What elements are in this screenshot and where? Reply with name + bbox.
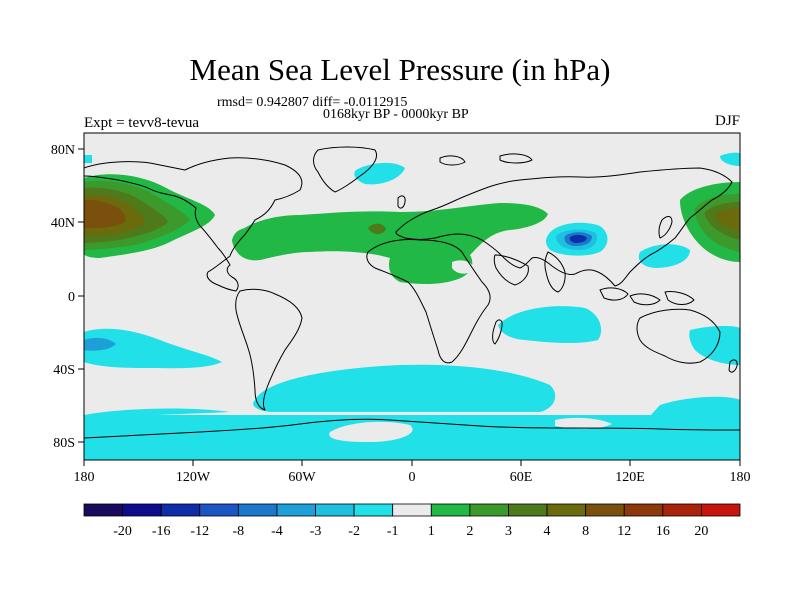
south-pacific-negative-anomaly	[84, 328, 222, 369]
colorbar-swatch	[122, 503, 162, 517]
season-label: DJF	[714, 113, 740, 129]
colorbar-label: 1	[428, 524, 435, 539]
colorbar-swatch	[276, 503, 316, 517]
colorbar-label: 12	[617, 524, 631, 539]
lat-label-0: 0	[68, 290, 75, 305]
arctic-negative-anomaly-3	[84, 155, 92, 163]
arctic-negative-anomaly-2	[720, 152, 740, 166]
colorbar-swatch	[623, 503, 664, 517]
north-pacific-positive-anomaly-west	[84, 174, 215, 258]
west-pacific-negative-anomaly	[638, 244, 690, 268]
colorbar-swatch	[585, 503, 625, 517]
tibet-negative-anomaly	[545, 222, 608, 256]
colorbar-swatch	[315, 503, 355, 517]
lon-label-180e: 180	[730, 470, 751, 485]
colorbar-label: -2	[348, 524, 360, 539]
colorbar-label: -20	[113, 524, 132, 539]
lon-label-120e: 120E	[615, 470, 645, 485]
colorbar-swatch	[469, 503, 509, 517]
colorbar-swatch	[237, 503, 278, 517]
colorbar-swatch	[430, 503, 471, 517]
colorbar-label: -8	[233, 524, 245, 539]
experiment-label: Expt = tevv8-tevua	[84, 115, 200, 131]
north-pacific-positive-anomaly-east	[680, 182, 740, 262]
colorbar-label: -1	[387, 524, 399, 539]
colorbar-label: 8	[582, 524, 589, 539]
lon-label-0: 0	[409, 470, 416, 485]
longitude-axis: 180 120W 60W 0 60E 120E 180	[74, 460, 751, 485]
map-panel	[84, 133, 740, 460]
coastlines	[84, 146, 740, 439]
lon-label-120w: 120W	[176, 470, 211, 485]
lat-label-40s: 40S	[53, 363, 75, 378]
colorbar-swatch	[199, 503, 239, 517]
colorbar-label: 3	[505, 524, 512, 539]
lon-label-180w: 180	[74, 470, 95, 485]
australia-south-negative-anomaly	[689, 325, 740, 365]
colorbar-swatch	[83, 503, 123, 517]
indian-ocean-negative-anomaly	[498, 306, 602, 344]
lat-label-80s: 80S	[53, 436, 75, 451]
map-title: Mean Sea Level Pressure (in hPa)	[189, 52, 611, 87]
period-text: 0168kyr BP - 0000kyr BP	[323, 107, 469, 122]
colorbar-swatch	[160, 503, 201, 517]
colorbar: -20 -16 -12 -8 -4 -3 -2 -1 1 2 3 4 8 12 16 20	[83, 503, 741, 539]
lon-label-60e: 60E	[510, 470, 533, 485]
colorbar-swatch	[701, 503, 741, 517]
lat-label-80n: 80N	[51, 143, 75, 158]
colorbar-label: -4	[271, 524, 283, 539]
colorbar-swatch	[353, 503, 394, 517]
arctic-negative-anomaly-1	[354, 162, 405, 185]
southern-ocean-negative-anomaly	[84, 364, 740, 460]
colorbar-label: 20	[694, 524, 708, 539]
colorbar-swatch	[392, 503, 432, 517]
stats-text: rmsd= 0.942807 diff= -0.0112915	[217, 95, 408, 110]
lon-label-60w: 60W	[288, 470, 316, 485]
colorbar-label: 16	[656, 524, 670, 539]
colorbar-label: 2	[466, 524, 473, 539]
colorbar-label: -3	[310, 524, 322, 539]
latitude-axis: 80N 40N 0 40S 80S	[51, 143, 84, 451]
lat-label-40n: 40N	[51, 216, 75, 231]
colorbar-label: -16	[152, 524, 171, 539]
colorbar-swatch	[662, 503, 702, 517]
colorbar-swatch	[546, 503, 587, 517]
colorbar-label: -12	[190, 524, 209, 539]
colorbar-swatch	[508, 503, 548, 517]
colorbar-label: 4	[544, 524, 551, 539]
